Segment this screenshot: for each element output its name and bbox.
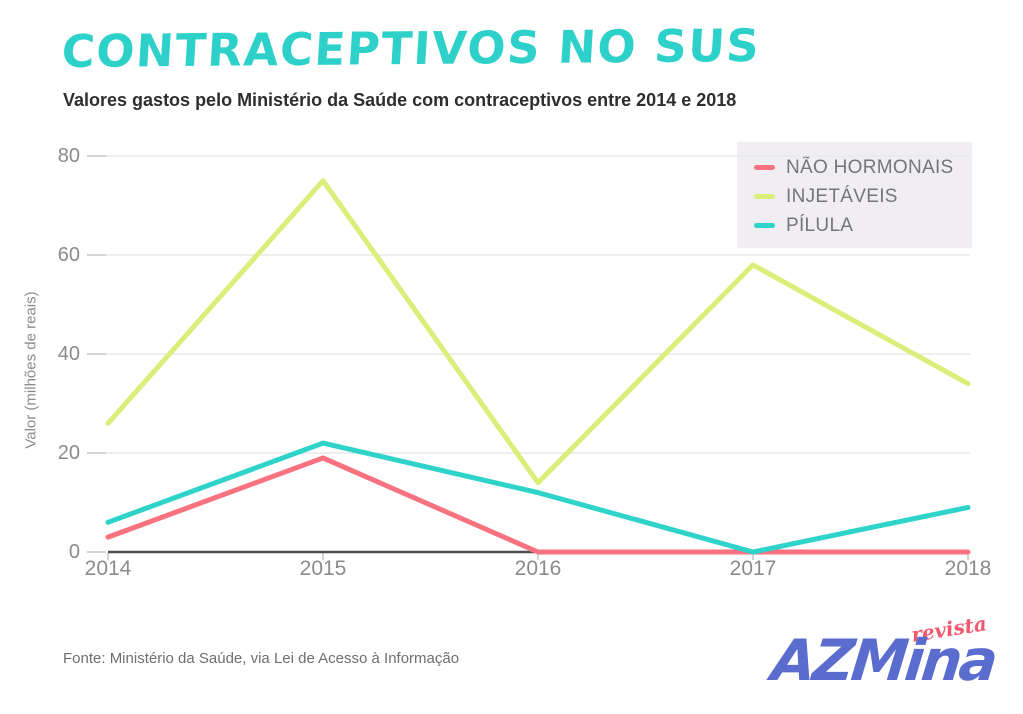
legend-item-nao-hormonais: NÃO HORMONAIS xyxy=(754,153,972,182)
y-tick-label: 0 xyxy=(68,541,80,563)
x-tick-label: 2017 xyxy=(729,557,777,580)
legend-swatch-icon xyxy=(754,165,775,170)
legend-label: INJETÁVEIS xyxy=(786,185,898,207)
legend-swatch-icon xyxy=(754,223,775,228)
y-tick-label: 60 xyxy=(57,244,80,266)
logo-wordmark: AZMina xyxy=(768,628,999,694)
chart-title: CONTRACEPTIVOS NO SUS xyxy=(60,18,762,79)
azmina-logo: revista AZMina xyxy=(768,611,1017,711)
legend-swatch-icon xyxy=(754,194,775,199)
x-tick-label: 2018 xyxy=(944,557,992,580)
x-tick-label: 2015 xyxy=(299,557,347,580)
y-tick-label: 40 xyxy=(57,343,80,365)
legend-label: NÃO HORMONAIS xyxy=(786,156,954,178)
y-axis-title: Valor (milhões de reais) xyxy=(22,291,40,449)
source-note: Fonte: Ministério da Saúde, via Lei de A… xyxy=(63,650,460,667)
chart-subtitle: Valores gastos pelo Ministério da Saúde … xyxy=(63,90,737,110)
x-tick-label: 2014 xyxy=(84,557,132,580)
chart-legend: NÃO HORMONAIS INJETÁVEIS PÍLULA xyxy=(737,142,972,248)
legend-item-injetaveis: INJETÁVEIS xyxy=(754,182,972,211)
x-tick-label: 2016 xyxy=(514,557,562,580)
y-tick-label: 80 xyxy=(57,145,80,167)
legend-item-pilula: PÍLULA xyxy=(754,211,972,240)
legend-label: PÍLULA xyxy=(786,214,854,236)
y-tick-label: 20 xyxy=(57,442,80,464)
